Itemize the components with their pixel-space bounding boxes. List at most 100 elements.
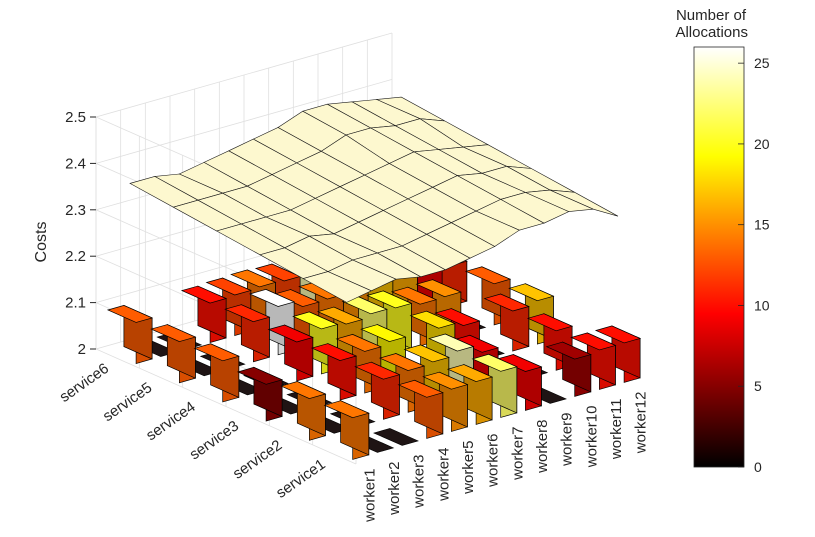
service-tick-label: service2 bbox=[230, 437, 286, 483]
z-axis-label: Costs bbox=[33, 222, 50, 263]
bar-top-face bbox=[422, 371, 469, 390]
bar-service1-worker12 bbox=[594, 325, 642, 383]
colorbar-tick-label: 15 bbox=[754, 217, 770, 233]
bar-top-face bbox=[428, 333, 475, 352]
bar-top-face bbox=[354, 361, 401, 380]
bar-top-face bbox=[594, 325, 642, 344]
bar-top-face bbox=[378, 353, 426, 371]
empty-cell-service1-worker3 bbox=[373, 428, 419, 446]
colorbar: 0 5 10 15 20 25 Number of Allocations bbox=[675, 7, 769, 475]
worker-tick-label: worker10 bbox=[583, 406, 600, 469]
bar-service1-worker4 bbox=[397, 379, 444, 439]
bar-top-face bbox=[292, 311, 339, 330]
worker-tick-label: worker5 bbox=[460, 441, 477, 495]
z-tick-label: 2.1 bbox=[65, 295, 86, 312]
bar-top-face bbox=[464, 266, 512, 285]
bar-top-face bbox=[434, 308, 481, 326]
service-tick-label: service1 bbox=[273, 456, 329, 502]
bar-top-face bbox=[483, 293, 530, 312]
service-tick-label: service6 bbox=[56, 360, 112, 406]
colorbar-gradient bbox=[693, 46, 745, 468]
bar-service6-worker1 bbox=[106, 304, 154, 365]
bar-top-face bbox=[310, 343, 358, 361]
bar-top-face bbox=[446, 364, 494, 382]
bar-service5-worker4 bbox=[224, 304, 271, 363]
worker-tick-label: worker11 bbox=[608, 399, 625, 461]
bar-top-face bbox=[193, 343, 240, 362]
bar-top-face bbox=[236, 366, 284, 385]
colorbar-ticks: 0 5 10 15 20 25 bbox=[738, 55, 770, 475]
z-axis-ticks: 2 2.1 2.2 2.3 2.4 2.5 bbox=[65, 109, 96, 358]
worker-tick-label: worker2 bbox=[386, 462, 403, 516]
worker-tick-label: worker12 bbox=[633, 392, 650, 455]
bar-service3-worker1 bbox=[236, 366, 284, 422]
bar-service1-worker11 bbox=[570, 332, 617, 390]
bar-top-face bbox=[323, 400, 370, 419]
bar-top-face bbox=[397, 379, 444, 398]
bar-service1-worker5 bbox=[422, 371, 469, 432]
bar-top-face bbox=[508, 283, 555, 302]
bar-top-face bbox=[224, 304, 271, 323]
bar-top-face bbox=[254, 263, 302, 282]
bar-service1-worker6 bbox=[446, 364, 494, 425]
bar-service1-worker1 bbox=[323, 400, 370, 460]
worker-tick-label: worker4 bbox=[435, 448, 452, 502]
z-tick-label: 2 bbox=[78, 341, 86, 358]
z-tick-label: 2.5 bbox=[65, 109, 86, 126]
cost-surface bbox=[129, 96, 619, 303]
bar-top-face bbox=[335, 334, 382, 352]
worker-tick-label: worker3 bbox=[411, 455, 428, 509]
bar-top-face bbox=[545, 341, 592, 360]
bar-service1-worker10 bbox=[545, 341, 592, 397]
colorbar-tick-label: 10 bbox=[754, 297, 770, 313]
colorbar-tick-label: 5 bbox=[754, 378, 762, 394]
colorbar-tick-label: 25 bbox=[754, 55, 770, 71]
bar-top-face bbox=[267, 324, 314, 343]
service-tick-label: service4 bbox=[143, 398, 199, 444]
bar-top-face bbox=[180, 285, 228, 304]
bar-top-face bbox=[150, 324, 197, 342]
bar-top-face bbox=[570, 332, 617, 351]
worker-tick-label: worker9 bbox=[559, 413, 576, 467]
bar-top-face bbox=[526, 313, 574, 332]
colorbar-tick-label: 20 bbox=[754, 136, 770, 152]
worker-tick-label: worker8 bbox=[534, 420, 551, 474]
bar-service2-worker4 bbox=[354, 361, 401, 420]
colorbar-tick-label: 0 bbox=[754, 459, 762, 475]
bar-service5-worker1 bbox=[150, 324, 197, 384]
service-tick-label: service3 bbox=[186, 417, 242, 463]
surface-patch bbox=[302, 271, 373, 303]
z-tick-label: 2.4 bbox=[65, 155, 86, 172]
worker-tick-label: worker7 bbox=[509, 427, 526, 481]
bar-service4-worker1 bbox=[193, 343, 240, 403]
bar-service3-worker4 bbox=[310, 343, 358, 401]
bar-top-face bbox=[415, 279, 462, 298]
bar-top-face bbox=[360, 324, 407, 342]
bar-service3-worker11 bbox=[483, 293, 530, 352]
service-tick-label: service5 bbox=[100, 379, 156, 425]
bar-top-face bbox=[471, 353, 518, 372]
bar-service1-worker8 bbox=[496, 353, 543, 411]
bar-service6-worker4 bbox=[180, 285, 228, 344]
colorbar-title-line1: Number of bbox=[676, 7, 747, 24]
bar-top-face bbox=[403, 344, 450, 363]
z-tick-label: 2.3 bbox=[65, 202, 86, 219]
worker-tick-label: worker6 bbox=[485, 434, 502, 488]
bar-top-face bbox=[280, 381, 327, 399]
bar-top-face bbox=[409, 310, 456, 329]
bar-top-face bbox=[316, 306, 364, 325]
bar-top-face bbox=[390, 286, 438, 305]
bar-top-face bbox=[230, 269, 277, 288]
z-tick-label: 2.2 bbox=[65, 248, 86, 265]
bars bbox=[106, 228, 642, 460]
bar-service1-worker7 bbox=[471, 353, 518, 418]
worker-tick-label: worker1 bbox=[361, 469, 378, 523]
bar-top-face bbox=[366, 290, 413, 309]
colorbar-title-line2: Allocations bbox=[675, 24, 748, 41]
bar-service2-worker1 bbox=[280, 380, 327, 441]
bar-top-face bbox=[248, 289, 296, 307]
bar-service4-worker4 bbox=[267, 324, 314, 382]
bar-top-face bbox=[106, 305, 154, 323]
bar-top-face bbox=[205, 277, 252, 296]
